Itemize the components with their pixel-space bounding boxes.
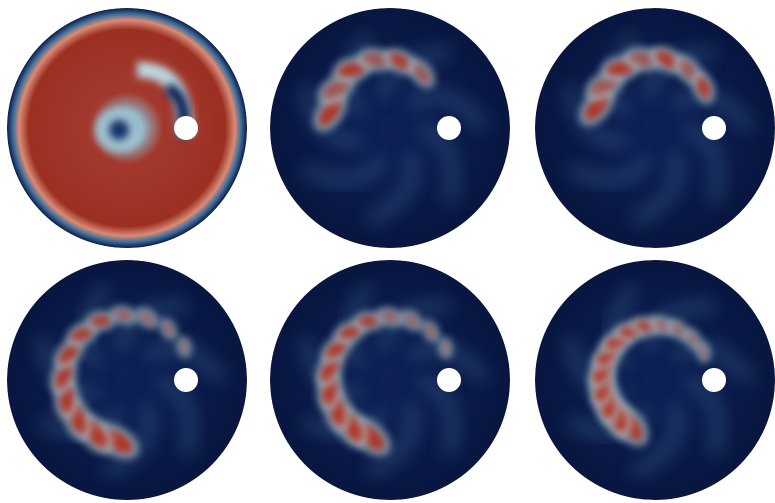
panel-content bbox=[535, 8, 775, 248]
flow-field-panel bbox=[7, 8, 247, 248]
panel-content bbox=[535, 260, 775, 500]
panel-content bbox=[7, 260, 247, 500]
panel-content bbox=[270, 260, 510, 500]
obstacle bbox=[174, 368, 198, 392]
flow-field-panel bbox=[535, 8, 775, 248]
panel-content bbox=[270, 8, 510, 248]
obstacle bbox=[437, 116, 461, 140]
flow-field-panel bbox=[535, 260, 775, 500]
panel-content bbox=[7, 8, 247, 248]
page: {} html, body { margin: 0; padding: 0; b… bbox=[0, 0, 775, 503]
obstacle bbox=[437, 368, 461, 392]
figure bbox=[0, 0, 775, 503]
flow-field-panel bbox=[270, 260, 510, 500]
flow-field-panel bbox=[270, 8, 510, 248]
petal bbox=[358, 316, 380, 326]
obstacle bbox=[174, 116, 198, 140]
flow-field-panel bbox=[7, 260, 247, 500]
obstacle bbox=[702, 116, 726, 140]
vortex-center bbox=[109, 120, 129, 140]
body: (() => { const svg = document.getElement… bbox=[0, 0, 775, 503]
obstacle bbox=[702, 368, 726, 392]
